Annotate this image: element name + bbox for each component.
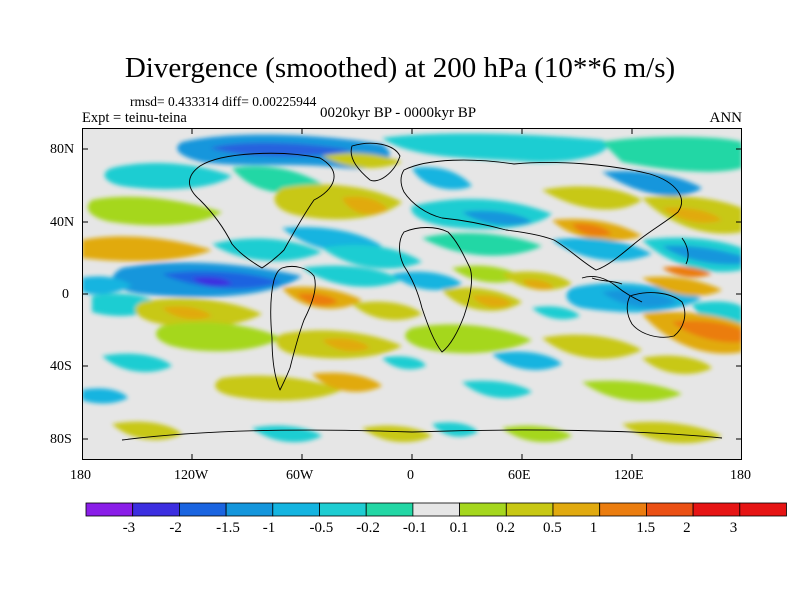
legend-swatch — [365, 502, 414, 517]
season-label: ANN — [709, 110, 743, 126]
lon-label-60e: 60E — [508, 468, 531, 483]
legend-swatch — [646, 502, 694, 517]
legend-label: 0.1 — [449, 520, 469, 536]
lon-ticks — [191, 128, 633, 460]
legend-swatch — [692, 502, 741, 517]
legend-label: 1.5 — [636, 520, 656, 536]
legend-label: -2 — [169, 520, 182, 536]
legend-swatch — [225, 502, 274, 517]
lat-label-40s: 40S — [50, 359, 72, 374]
legend-label: -0.1 — [402, 520, 427, 536]
legend-swatch — [599, 502, 647, 517]
lat-label-80s: 80S — [50, 432, 72, 447]
legend-swatch — [132, 502, 180, 517]
legend-label: 0.5 — [543, 520, 562, 536]
legend-swatch — [739, 502, 787, 517]
divergence-field — [82, 133, 742, 444]
lon-label-60w: 60W — [286, 468, 314, 483]
lat-ticks — [82, 148, 742, 440]
legend-swatch — [459, 502, 507, 517]
legend-swatch — [85, 502, 134, 517]
legend-label: -0.5 — [309, 520, 334, 536]
legend-swatch — [319, 502, 367, 517]
map-canvas — [82, 128, 742, 460]
divergence-map — [82, 128, 742, 465]
legend-label: -1.5 — [216, 520, 240, 536]
lat-label-0: 0 — [62, 287, 69, 302]
legend-label: -0.2 — [356, 520, 380, 536]
lon-label-120e: 120E — [614, 468, 644, 483]
legend-label: 3 — [729, 520, 738, 536]
rmsd-diff-stats: rmsd= 0.433314 diff= 0.00225944 — [130, 94, 317, 109]
legend-swatch — [178, 502, 227, 517]
map-title: Divergence (smoothed) at 200 hPa (10**6 … — [124, 52, 676, 84]
legend-label: -1 — [262, 520, 276, 536]
lat-label-80n: 80N — [50, 142, 75, 157]
coastlines — [121, 142, 723, 441]
legend-label: -3 — [122, 520, 136, 536]
legend-swatch — [272, 502, 320, 517]
legend-label: 0.2 — [496, 520, 516, 536]
lon-label-0: 0 — [407, 468, 414, 483]
lon-label-180w: 180 — [70, 468, 91, 483]
legend-label: 1 — [589, 520, 598, 536]
lon-label-120w: 120W — [174, 468, 209, 483]
lat-label-40n: 40N — [50, 215, 75, 230]
legend-swatch — [552, 502, 601, 517]
legend-label: 2 — [683, 520, 691, 536]
lon-label-180e: 180 — [730, 468, 751, 483]
legend-swatch — [505, 502, 554, 517]
experiment-label: Expt = teinu-teina — [82, 110, 187, 126]
period-label: 0020kyr BP - 0000kyr BP — [320, 105, 477, 121]
legend-swatch — [412, 502, 460, 517]
